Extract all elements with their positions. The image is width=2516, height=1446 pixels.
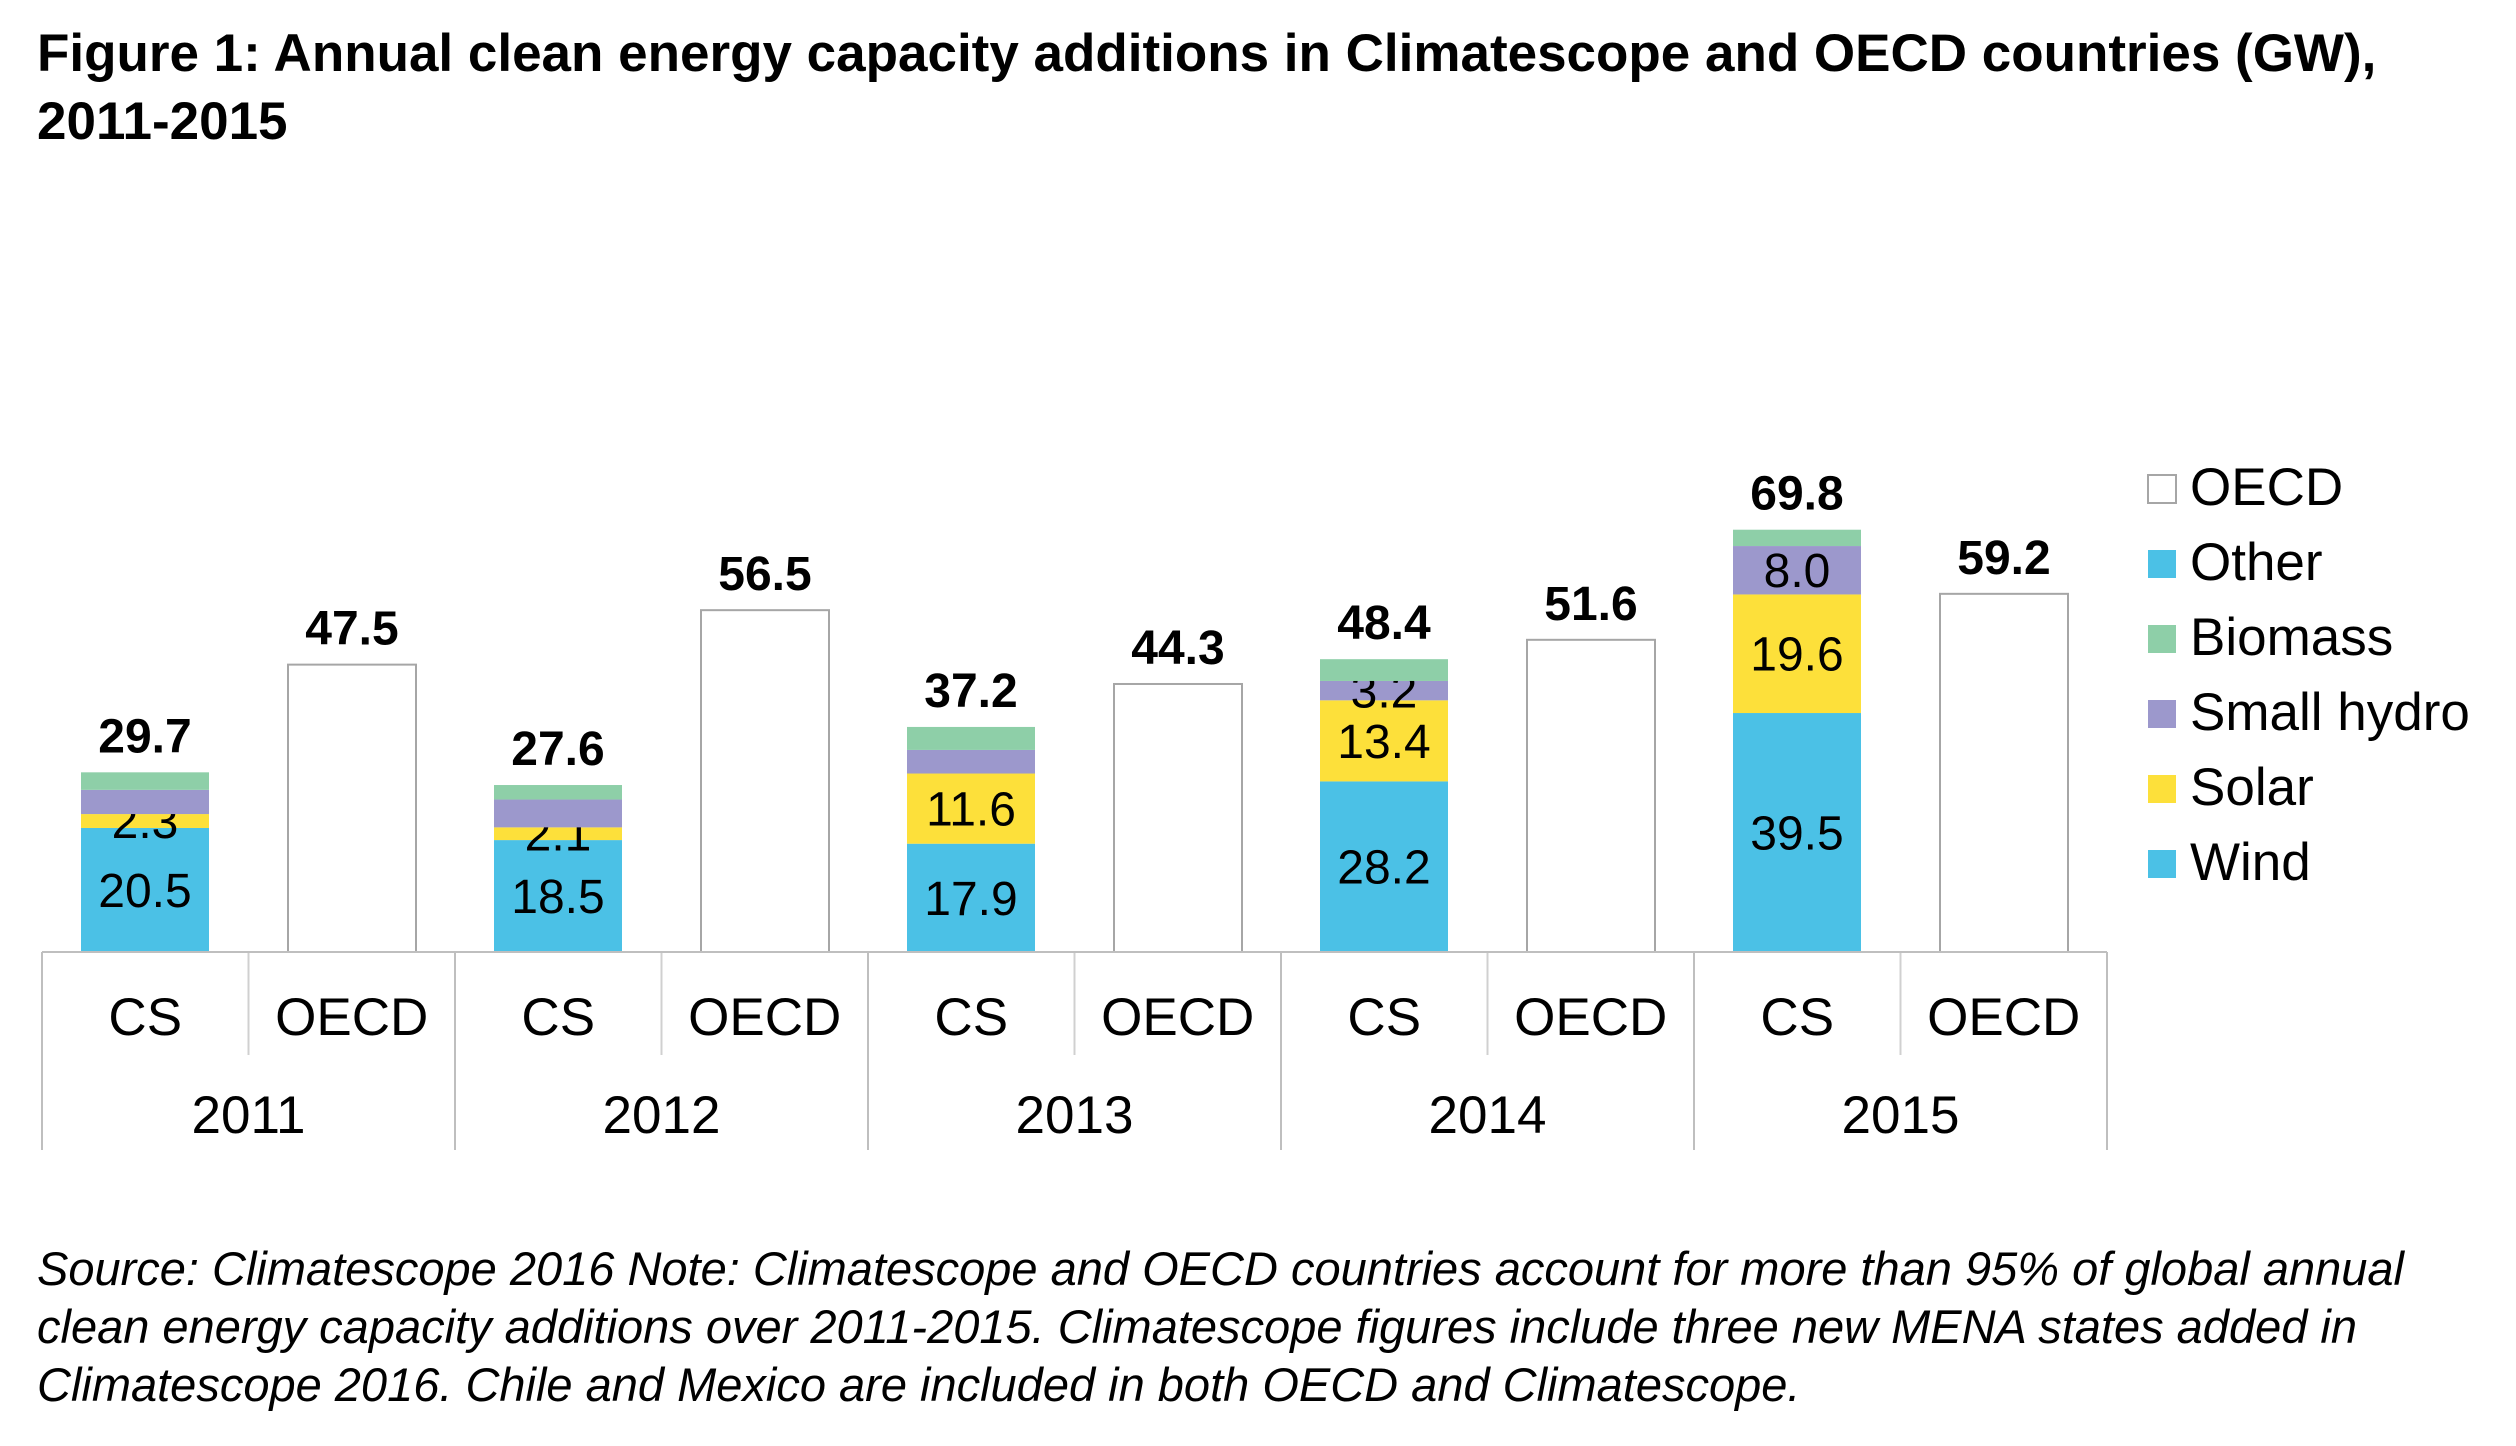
tick-label-year-2014: 2014 [1429, 1086, 1547, 1145]
total-label-cs-2014: 48.4 [1337, 597, 1431, 650]
bar-small-hydro-2014 [1320, 680, 1448, 701]
data-label-wind-2011: 20.5 [98, 865, 191, 918]
tick-label-oecd-2012: OECD [688, 988, 841, 1047]
data-label-solar-2013: 11.6 [926, 784, 1016, 837]
data-label-solar-2015: 19.6 [1750, 629, 1843, 682]
bar-wind-2015 [1733, 713, 1861, 952]
bar-biomass-2015 [1733, 529, 1861, 547]
data-label-wind-2014: 28.2 [1337, 842, 1430, 895]
source-note: Source: Climatescope 2016 Note: Climates… [37, 1242, 2404, 1411]
bar-oecd-2015 [1939, 592, 2069, 954]
tick-label-oecd-2011: OECD [275, 988, 428, 1047]
tick-label-cs-2015: CS [1760, 988, 1834, 1047]
bar-wind-2013 [907, 843, 1035, 952]
legend-swatch-other [2148, 550, 2176, 578]
total-label-oecd-2014: 51.6 [1544, 578, 1637, 631]
bar-biomass-2011 [81, 772, 209, 790]
data-label-wind-2013: 17.9 [924, 873, 1017, 926]
bar-small-hydro-2012 [494, 799, 622, 828]
legend-label-small-hydro: Small hydro [2190, 683, 2470, 742]
tick-label-year-2015: 2015 [1842, 1086, 1960, 1145]
total-label-cs-2015: 69.8 [1750, 468, 1843, 521]
bar-solar-2013 [907, 773, 1035, 844]
legend-label-oecd: OECD [2190, 458, 2343, 517]
legend-swatch-biomass [2148, 625, 2176, 653]
tick-label-cs-2012: CS [521, 988, 595, 1047]
tick-label-oecd-2015: OECD [1927, 988, 2080, 1047]
legend-label-wind: Wind [2190, 833, 2311, 892]
data-label-small-hydro-2015: 8.0 [1764, 545, 1831, 598]
bar-solar-2014 [1320, 700, 1448, 782]
legend-label-other: Other [2190, 533, 2323, 592]
tick-label-year-2011: 2011 [192, 1086, 306, 1145]
legend-swatch-wind [2148, 850, 2176, 878]
bar-wind-2011 [81, 827, 209, 952]
bar-oecd-2011 [287, 663, 417, 953]
bar-oecd-2013 [1113, 682, 1243, 953]
legend-label-biomass: Biomass [2190, 608, 2393, 667]
total-label-oecd-2015: 59.2 [1957, 532, 2050, 585]
tick-label-year-2012: 2012 [603, 1086, 721, 1145]
bar-solar-2011 [81, 814, 209, 828]
tick-label-cs-2014: CS [1347, 988, 1421, 1047]
tick-label-oecd-2014: OECD [1514, 988, 1667, 1047]
legend-label-solar: Solar [2190, 758, 2314, 817]
tick-label-oecd-2013: OECD [1101, 988, 1254, 1047]
legend-swatch-solar [2148, 775, 2176, 803]
bar-small-hydro-2011 [81, 789, 209, 815]
bar-wind-2012 [494, 840, 622, 952]
bar-solar-2015 [1733, 594, 1861, 714]
total-label-oecd-2013: 44.3 [1131, 622, 1224, 675]
bar-small-hydro-2013 [907, 749, 1035, 774]
data-label-wind-2012: 18.5 [511, 871, 604, 924]
bar-wind-2014 [1320, 781, 1448, 952]
bar-biomass-2013 [907, 726, 1035, 750]
bar-small-hydro-2015 [1733, 546, 1861, 595]
chart-title: Figure 1: Annual clean energy capacity a… [37, 24, 2377, 151]
tick-label-cs-2013: CS [934, 988, 1008, 1047]
total-label-oecd-2012: 56.5 [718, 548, 811, 601]
total-label-cs-2013: 37.2 [924, 665, 1017, 718]
tick-label-year-2013: 2013 [1016, 1086, 1134, 1145]
bar-oecd-2014 [1526, 638, 1656, 953]
data-label-solar-2014: 13.4 [1337, 716, 1430, 769]
bar-solar-2012 [494, 827, 622, 841]
legend-swatch-oecd [2147, 474, 2177, 504]
tick-label-cs-2011: CS [108, 988, 182, 1047]
legend-swatch-small-hydro [2148, 700, 2176, 728]
total-label-cs-2012: 27.6 [511, 723, 604, 776]
bar-biomass-2012 [494, 785, 622, 800]
stacked-bar-chart: 20.52.329.747.5CS OECD201118.52.127.656.5… [41, 458, 2470, 1150]
total-label-oecd-2011: 47.5 [305, 603, 398, 656]
total-label-cs-2011: 29.7 [98, 710, 191, 763]
bar-oecd-2012 [700, 609, 830, 953]
data-label-wind-2015: 39.5 [1750, 808, 1843, 861]
bar-biomass-2014 [1320, 659, 1448, 681]
